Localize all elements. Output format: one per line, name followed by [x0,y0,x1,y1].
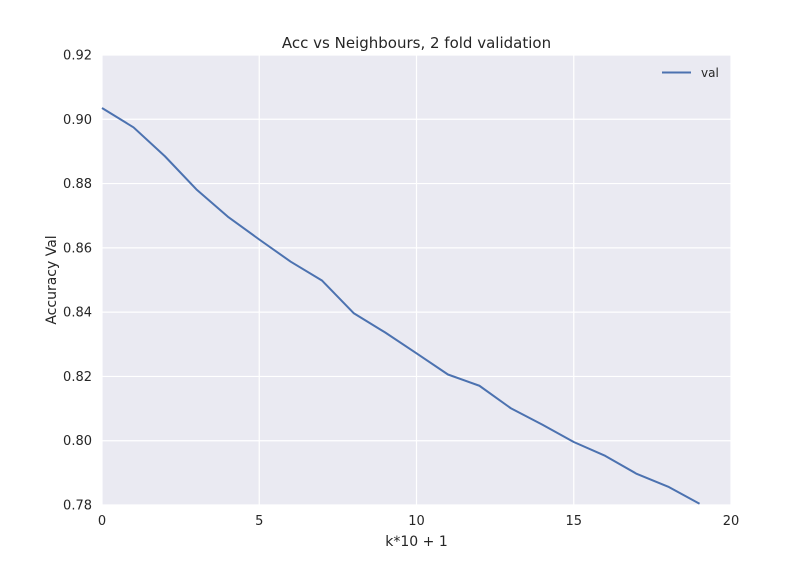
y-tick-label: 0.80 [63,434,92,449]
y-tick-label: 0.92 [63,49,92,64]
legend-label-val: val [701,66,719,80]
chart-title: Acc vs Neighbours, 2 fold validation [282,34,551,52]
series-layer [101,107,701,505]
x-axis-label: k*10 + 1 [385,534,447,550]
x-tick-label: 15 [565,514,582,529]
x-tick-labels: 0 5 10 15 20 [98,514,739,529]
series-line-val [101,107,701,505]
x-tick-label: 20 [723,514,740,529]
y-tick-label: 0.90 [63,113,92,128]
y-tick-label: 0.84 [63,306,92,321]
x-tick-label: 10 [408,514,425,529]
legend: val [662,66,719,80]
x-tick-label: 5 [255,514,263,529]
y-tick-label: 0.82 [63,370,92,385]
grid [101,54,732,506]
y-axis-label: Accuracy Val [44,235,60,324]
y-tick-label: 0.78 [63,499,92,514]
y-tick-label: 0.88 [63,177,92,192]
y-tick-labels: 0.78 0.80 0.82 0.84 0.86 0.88 0.90 0.92 [63,49,92,514]
x-tick-label: 0 [98,514,106,529]
y-tick-label: 0.86 [63,241,92,256]
